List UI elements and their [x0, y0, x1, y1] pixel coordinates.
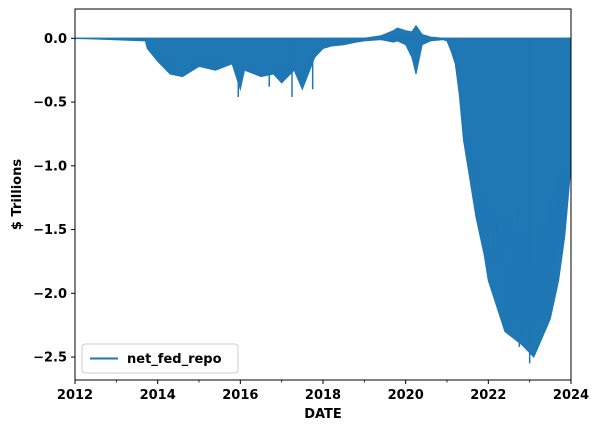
x-tick-label: 2024 [553, 388, 589, 403]
y-axis-ticks: 0.0 −0.5 −1.0 −1.5 −2.0 −2.5 [33, 32, 75, 366]
legend-label-net-fed-repo: net_fed_repo [127, 352, 222, 367]
x-tick-label: 2012 [57, 388, 93, 403]
y-tick-label: −2.0 [33, 287, 67, 302]
series-layer [74, 24, 572, 364]
x-tick-label: 2014 [140, 388, 176, 403]
x-tick-label: 2016 [222, 388, 258, 403]
y-axis-label: $ Trillions [10, 159, 25, 230]
legend: net_fed_repo [81, 343, 239, 374]
y-tick-label: −1.0 [33, 159, 67, 174]
legend-box [81, 343, 239, 374]
y-tick-label: 0.0 [44, 32, 67, 47]
x-tick-label: 2020 [388, 388, 424, 403]
y-tick-label: −0.5 [33, 96, 67, 111]
y-tick-label: −2.5 [33, 351, 67, 366]
x-tick-label: 2022 [470, 388, 506, 403]
x-tick-label: 2018 [305, 388, 341, 403]
x-axis-label: DATE [304, 407, 342, 422]
y-tick-label: −1.5 [33, 223, 67, 238]
x-axis-ticks: 2012 2014 2016 2018 2020 2022 2024 [57, 380, 589, 403]
